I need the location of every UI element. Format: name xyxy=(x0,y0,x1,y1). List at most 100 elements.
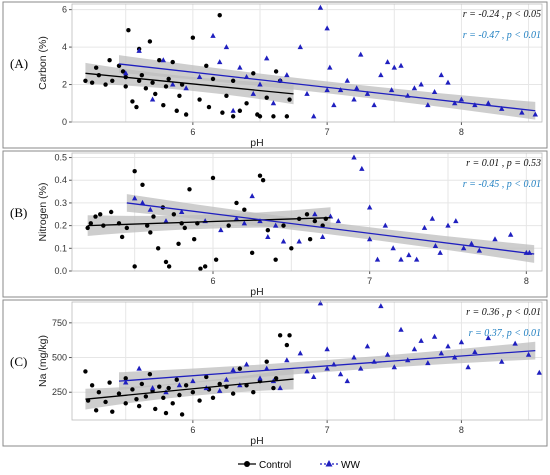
point-control xyxy=(198,266,203,271)
point-control xyxy=(107,57,112,63)
panel-label: (B) xyxy=(10,205,27,220)
point-control xyxy=(192,237,197,242)
point-control xyxy=(148,230,153,235)
point-control xyxy=(210,395,216,400)
point-ww xyxy=(390,245,396,251)
point-ww xyxy=(324,365,330,371)
point-control xyxy=(220,110,225,115)
x-tick-label: 6 xyxy=(190,425,195,435)
point-ww xyxy=(445,343,451,349)
point-ww xyxy=(217,387,223,393)
point-control xyxy=(108,209,114,215)
point-control xyxy=(153,91,158,97)
point-ww xyxy=(233,215,240,221)
point-ww xyxy=(149,96,156,102)
point-control xyxy=(204,374,209,380)
point-control xyxy=(251,390,256,395)
point-ww xyxy=(388,87,395,93)
y-axis-label: Na (mg/kg) xyxy=(37,335,49,387)
point-control xyxy=(224,93,229,98)
fit-line-control xyxy=(85,378,294,400)
point-control xyxy=(265,227,271,233)
fit-line-control xyxy=(87,217,331,227)
point-ww xyxy=(371,102,377,108)
x-tick-label: 8 xyxy=(459,425,464,435)
point-ww xyxy=(425,360,431,366)
plot-area-border xyxy=(71,3,543,123)
point-control xyxy=(83,369,88,374)
point-ww xyxy=(218,227,224,233)
point-ww xyxy=(519,109,525,115)
point-ww xyxy=(453,218,459,224)
stat-annotation-ww: r = -0.45 , p < 0.01 xyxy=(463,179,541,190)
legend-marker-ww xyxy=(325,460,333,467)
point-control xyxy=(88,221,94,226)
point-ww xyxy=(337,87,344,93)
point-ww xyxy=(507,231,514,237)
point-control xyxy=(226,223,231,228)
point-ww xyxy=(280,238,287,244)
point-control xyxy=(179,412,185,417)
point-ww xyxy=(418,337,424,343)
point-control xyxy=(143,394,149,399)
point-control xyxy=(217,13,222,18)
point-control xyxy=(273,69,279,74)
point-control xyxy=(230,78,236,83)
point-ww xyxy=(324,87,330,93)
y-tick-label: 6 xyxy=(62,5,67,15)
point-ww xyxy=(257,81,263,87)
point-control xyxy=(307,237,313,242)
x-tick-label: 7 xyxy=(367,276,372,286)
panel-label: (A) xyxy=(10,56,28,71)
point-control xyxy=(281,223,286,228)
point-ww xyxy=(358,365,364,371)
point-ww xyxy=(460,245,467,251)
point-control xyxy=(107,380,112,385)
point-ww xyxy=(272,222,279,228)
point-ww xyxy=(264,365,270,371)
point-control xyxy=(134,396,139,402)
point-control xyxy=(103,399,108,405)
point-control xyxy=(237,108,243,113)
point-control xyxy=(213,257,219,262)
point-ww xyxy=(485,100,491,106)
point-ww xyxy=(230,107,236,113)
legend: Control WW xyxy=(238,460,360,471)
point-control xyxy=(230,114,236,119)
point-control xyxy=(177,93,182,98)
point-ww xyxy=(378,303,384,309)
point-control xyxy=(170,401,175,406)
point-control xyxy=(284,342,290,348)
point-ww xyxy=(431,89,438,95)
point-control xyxy=(166,385,171,391)
fit-line-ww xyxy=(126,202,535,255)
points-ww xyxy=(131,154,533,262)
plot-area-border xyxy=(71,152,543,272)
x-tick-label: 6 xyxy=(210,276,215,286)
point-ww xyxy=(284,357,290,363)
fit-line-ww xyxy=(118,349,536,382)
point-control xyxy=(153,406,158,412)
fit-line-ww xyxy=(118,63,536,112)
point-control xyxy=(123,401,128,406)
point-ww xyxy=(476,247,483,253)
y-tick-label: 0.4 xyxy=(54,175,67,185)
point-ww xyxy=(147,206,154,212)
point-ww xyxy=(468,240,475,246)
point-ww xyxy=(241,220,248,226)
point-control xyxy=(163,84,169,89)
point-control xyxy=(183,383,189,388)
point-control xyxy=(187,187,192,192)
point-control xyxy=(123,84,128,89)
point-control xyxy=(103,82,108,87)
fit-line-control xyxy=(85,72,294,95)
point-control xyxy=(230,391,236,396)
point-ww xyxy=(344,378,350,384)
point-ww xyxy=(223,44,230,50)
point-control xyxy=(139,72,145,78)
x-axis-label: pH xyxy=(250,137,263,149)
point-ww xyxy=(217,59,223,65)
point-ww xyxy=(374,256,381,262)
point-ww xyxy=(319,233,326,239)
point-control xyxy=(132,168,137,174)
